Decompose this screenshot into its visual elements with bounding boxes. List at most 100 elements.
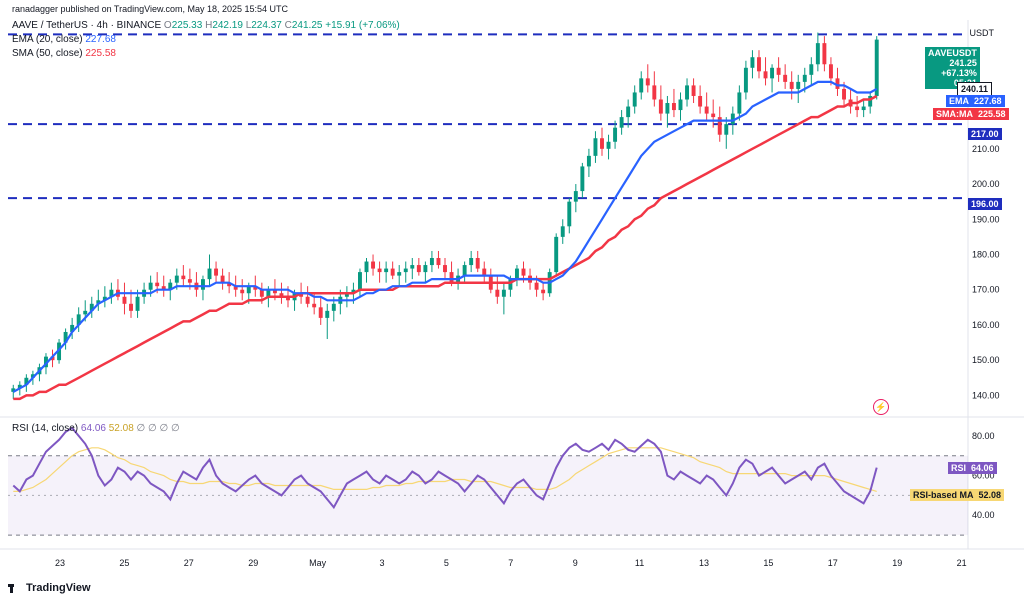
candle-body bbox=[495, 289, 500, 297]
time-tick-label: 11 bbox=[635, 558, 644, 568]
candle-body bbox=[364, 261, 369, 273]
candle-body bbox=[325, 310, 330, 318]
candle-body bbox=[796, 81, 801, 89]
candle-body bbox=[96, 300, 101, 304]
candle-body bbox=[770, 67, 775, 79]
candle-body bbox=[521, 268, 526, 276]
candle-body bbox=[835, 78, 840, 89]
rsi-tick-label: 40.00 bbox=[972, 510, 995, 520]
candle-body bbox=[763, 71, 768, 79]
candle-body bbox=[122, 296, 127, 304]
candle-body bbox=[554, 236, 559, 273]
candle-body bbox=[233, 286, 238, 290]
candle-body bbox=[89, 303, 94, 311]
rsi-tick-label: 60.00 bbox=[972, 471, 995, 481]
time-tick-label: 3 bbox=[379, 558, 384, 568]
candle-body bbox=[351, 289, 356, 294]
candle-body bbox=[750, 57, 755, 68]
candle-body bbox=[259, 289, 264, 297]
candle-body bbox=[691, 85, 696, 96]
price-tick-label: 170.00 bbox=[972, 285, 1000, 295]
candle-body bbox=[613, 127, 618, 142]
candle-body bbox=[541, 289, 546, 294]
candle-body bbox=[187, 279, 192, 283]
candle-body bbox=[815, 43, 820, 65]
candle-body bbox=[344, 293, 349, 297]
candle-body bbox=[593, 138, 598, 156]
price-tick-label: 200.00 bbox=[972, 179, 1000, 189]
candle-body bbox=[377, 268, 382, 273]
candle-body bbox=[737, 92, 742, 114]
price-tick-label: 160.00 bbox=[972, 320, 1000, 330]
time-tick-label: 17 bbox=[828, 558, 838, 568]
candle-body bbox=[246, 286, 251, 294]
candle-body bbox=[63, 331, 68, 343]
candle-body bbox=[868, 95, 873, 107]
candle-body bbox=[299, 293, 304, 297]
candle-body bbox=[240, 289, 245, 294]
candle-body bbox=[698, 95, 703, 107]
candle-body bbox=[305, 296, 310, 304]
candle-body bbox=[423, 265, 428, 273]
candle-body bbox=[168, 282, 173, 290]
candle-body bbox=[645, 78, 650, 86]
time-tick-label: 9 bbox=[573, 558, 578, 568]
candle-body bbox=[600, 138, 604, 149]
price-tick-label: 150.00 bbox=[972, 355, 1000, 365]
candle-body bbox=[475, 258, 480, 269]
rsi-pane bbox=[8, 426, 968, 536]
candle-body bbox=[109, 289, 114, 297]
axes: 140.00 150.00 160.00 170.00 180.00 190.00 200.… bbox=[55, 109, 1000, 568]
candle-body bbox=[201, 279, 205, 290]
candle-body bbox=[266, 289, 271, 297]
candle-body bbox=[312, 303, 317, 308]
candle-body bbox=[443, 265, 447, 273]
candle-body bbox=[514, 268, 519, 280]
price-tick-label: 140.00 bbox=[972, 390, 1000, 400]
candle-body bbox=[416, 265, 421, 273]
candle-body bbox=[207, 268, 212, 280]
sma-50-line bbox=[13, 94, 878, 401]
candle-body bbox=[272, 289, 277, 294]
candle-body bbox=[743, 67, 748, 93]
high-value: 242.19 bbox=[212, 20, 243, 31]
candle-body bbox=[789, 81, 794, 89]
candle-body bbox=[469, 258, 474, 266]
rsi-ma-line bbox=[13, 447, 877, 492]
currency-label: USDT bbox=[969, 28, 995, 38]
ema-20-line bbox=[12, 80, 878, 393]
ema-price-tag: EMA 227.68 bbox=[946, 95, 1005, 107]
candle-body bbox=[102, 296, 107, 301]
close-value: 241.25 bbox=[291, 20, 323, 31]
candle-body bbox=[227, 282, 232, 287]
candle-body bbox=[449, 272, 454, 283]
candle-body bbox=[580, 166, 585, 192]
time-tick-label: 29 bbox=[248, 558, 258, 568]
open-value: 225.33 bbox=[171, 20, 203, 31]
candle-body bbox=[842, 88, 846, 100]
time-tick-label: May bbox=[309, 558, 327, 568]
candle-body bbox=[70, 324, 75, 332]
candle-body bbox=[711, 113, 716, 118]
candle-body bbox=[586, 155, 591, 167]
candle-body bbox=[44, 356, 48, 368]
candle-body bbox=[619, 117, 624, 128]
rsi-value-tag: RSI 64.06 bbox=[948, 462, 997, 474]
price-pane-frame bbox=[8, 20, 965, 415]
tradingview-logo-icon bbox=[8, 583, 22, 593]
rsi-ma-tag: RSI-based MA 52.08 bbox=[910, 489, 1005, 501]
price-tick-label: 180.00 bbox=[972, 249, 1000, 259]
candle-body bbox=[632, 92, 637, 107]
candle-body bbox=[161, 286, 166, 290]
candle-body bbox=[57, 342, 62, 361]
moving-averages bbox=[12, 80, 878, 401]
candle-body bbox=[501, 289, 506, 297]
candle-body bbox=[371, 261, 376, 269]
candle-body bbox=[704, 106, 709, 114]
candle-body bbox=[429, 258, 434, 266]
candle-body bbox=[50, 356, 55, 361]
time-tick-label: 15 bbox=[763, 558, 773, 568]
high-price-tag: 240.11 bbox=[957, 82, 993, 96]
alert-icon[interactable]: ⚡ bbox=[873, 399, 889, 415]
